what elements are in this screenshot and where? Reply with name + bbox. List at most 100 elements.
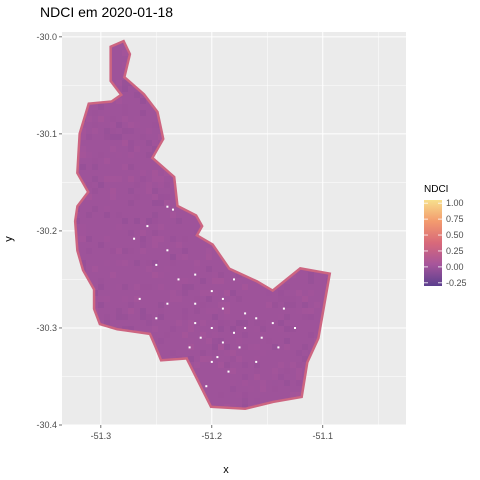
pixel xyxy=(254,326,260,332)
pixel xyxy=(122,80,128,86)
pixel xyxy=(296,368,302,374)
pixel xyxy=(116,248,122,254)
nodata-pixel xyxy=(255,360,258,363)
pixel xyxy=(86,152,92,158)
x-tick-label: -51.2 xyxy=(202,431,223,441)
pixel xyxy=(314,302,320,308)
pixel xyxy=(212,272,218,278)
pixel xyxy=(212,338,218,344)
pixel xyxy=(140,248,146,254)
pixel xyxy=(194,356,200,362)
pixel xyxy=(212,374,218,380)
pixel xyxy=(128,122,134,128)
pixel xyxy=(182,332,188,338)
pixel xyxy=(128,230,134,236)
pixel xyxy=(296,350,302,356)
pixel xyxy=(122,50,128,56)
nodata-pixel xyxy=(166,302,169,305)
pixel xyxy=(128,302,134,308)
pixel xyxy=(164,170,170,176)
pixel xyxy=(182,350,188,356)
pixel xyxy=(200,278,206,284)
pixel xyxy=(164,200,170,206)
pixel xyxy=(152,242,158,248)
pixel xyxy=(176,278,182,284)
pixel xyxy=(284,338,290,344)
pixel xyxy=(224,320,230,326)
nodata-pixel xyxy=(233,278,235,281)
pixel xyxy=(278,362,284,368)
nodata-pixel xyxy=(199,336,202,339)
pixel xyxy=(158,314,164,320)
pixel xyxy=(92,266,98,272)
pixel xyxy=(254,344,260,350)
pixel xyxy=(242,392,248,398)
pixel xyxy=(236,398,242,404)
pixel xyxy=(290,296,296,302)
pixel xyxy=(278,296,284,302)
pixel xyxy=(104,296,110,302)
pixel xyxy=(122,248,128,254)
pixel xyxy=(224,290,230,296)
nodata-pixel xyxy=(282,307,285,310)
pixel xyxy=(284,326,290,332)
pixel xyxy=(152,122,158,128)
pixel xyxy=(194,260,200,266)
pixel xyxy=(116,284,122,290)
pixel xyxy=(80,134,86,140)
pixel xyxy=(236,392,242,398)
pixel xyxy=(140,170,146,176)
pixel xyxy=(248,338,254,344)
pixel xyxy=(152,230,158,236)
pixel xyxy=(92,206,98,212)
pixel xyxy=(86,170,92,176)
nodata-pixel xyxy=(271,322,274,325)
pixel xyxy=(212,332,218,338)
pixel xyxy=(164,266,170,272)
pixel xyxy=(80,146,86,152)
pixel xyxy=(302,314,308,320)
pixel xyxy=(80,128,86,134)
pixel xyxy=(158,284,164,290)
pixel xyxy=(116,260,122,266)
pixel xyxy=(122,104,128,110)
pixel xyxy=(146,128,152,134)
pixel xyxy=(290,362,296,368)
nodata-pixel xyxy=(210,360,213,363)
pixel xyxy=(140,134,146,140)
pixel xyxy=(182,254,188,260)
pixel xyxy=(116,224,122,230)
pixel xyxy=(104,128,110,134)
pixel xyxy=(152,140,158,146)
pixel xyxy=(242,320,248,326)
pixel xyxy=(152,176,158,182)
colorbar xyxy=(424,200,442,286)
pixel xyxy=(116,272,122,278)
pixel xyxy=(134,152,140,158)
pixel xyxy=(140,284,146,290)
pixel xyxy=(284,302,290,308)
y-tick-label: -30.0 xyxy=(36,32,57,42)
pixel xyxy=(290,302,296,308)
pixel xyxy=(206,290,212,296)
pixel xyxy=(260,350,266,356)
legend-label: 0.25 xyxy=(446,246,464,256)
pixel xyxy=(122,86,128,92)
legend-title: NDCI xyxy=(424,184,449,195)
pixel xyxy=(230,278,236,284)
pixel xyxy=(170,236,176,242)
nodata-pixel xyxy=(238,346,241,349)
pixel xyxy=(266,332,272,338)
pixel xyxy=(182,236,188,242)
pixel xyxy=(80,260,86,266)
pixel xyxy=(182,212,188,218)
pixel xyxy=(80,164,86,170)
pixel xyxy=(134,218,140,224)
water-region-fill xyxy=(76,42,329,408)
pixel xyxy=(110,176,116,182)
pixel xyxy=(284,380,290,386)
pixel xyxy=(146,218,152,224)
pixel xyxy=(134,194,140,200)
pixel xyxy=(218,272,224,278)
colorbar-ticks xyxy=(424,202,442,284)
